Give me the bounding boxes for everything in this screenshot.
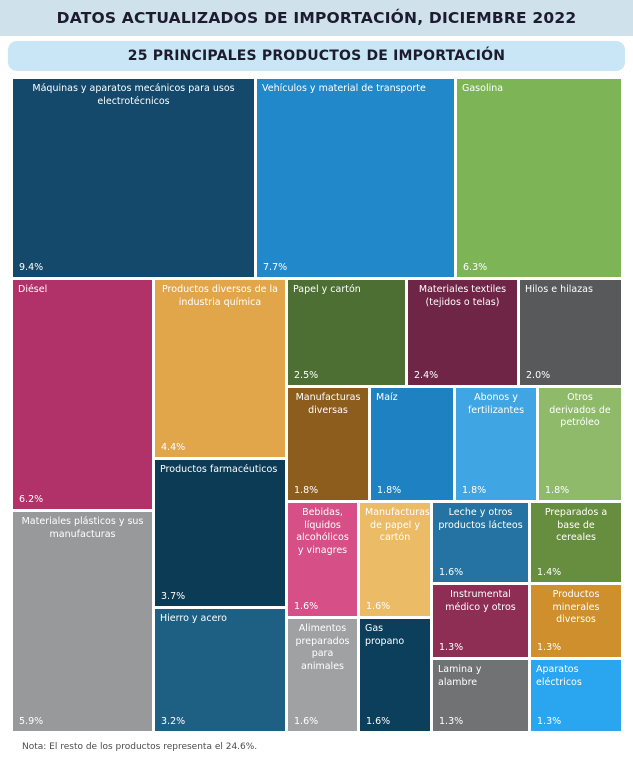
treemap-cell: Gasolina 6.3% bbox=[457, 79, 621, 277]
treemap-cell: Productos diversos de la industria quími… bbox=[155, 280, 285, 457]
cell-label: Gas propano bbox=[365, 623, 405, 647]
treemap-cell: Manufacturas diversas 1.8% bbox=[288, 388, 368, 500]
cell-label: Hierro y acero bbox=[160, 613, 227, 624]
cell-label: Productos diversos de la industria quími… bbox=[162, 284, 278, 308]
cell-label: Hilos e hilazas bbox=[525, 284, 593, 295]
cell-value: 1.3% bbox=[439, 716, 464, 727]
footnote: Nota: El resto de los productos represen… bbox=[22, 742, 258, 752]
cell-value: 3.2% bbox=[161, 716, 186, 727]
treemap-cell: Aparatos eléctricos 1.3% bbox=[531, 660, 621, 731]
treemap-cell: Hilos e hilazas 2.0% bbox=[520, 280, 621, 385]
cell-value: 7.7% bbox=[263, 262, 288, 273]
cell-value: 1.8% bbox=[462, 485, 487, 496]
cell-label: Aparatos eléctricos bbox=[536, 664, 582, 688]
treemap-cell: Materiales textiles (tejidos o telas) 2.4… bbox=[408, 280, 517, 385]
cell-label: Manufacturas diversas bbox=[295, 392, 361, 416]
treemap-cell: Manufacturas de papel y cartón 1.6% bbox=[360, 503, 430, 616]
cell-label: Leche y otros productos lácteos bbox=[438, 507, 523, 531]
cell-label: Manufacturas de papel y cartón bbox=[365, 507, 430, 544]
cell-value: 1.4% bbox=[537, 567, 562, 578]
treemap-cell: Alimentos preparados para animales 1.6% bbox=[288, 619, 357, 731]
cell-value: 1.6% bbox=[294, 601, 319, 612]
cell-label: Abonos y fertilizantes bbox=[467, 392, 525, 416]
cell-label: Máquinas y aparatos mecánicos para usos … bbox=[32, 83, 235, 107]
cell-value: 1.3% bbox=[537, 716, 562, 727]
subtitle-banner: 25 PRINCIPALES PRODUCTOS DE IMPORTACIÓN bbox=[8, 41, 625, 71]
cell-value: 1.8% bbox=[545, 485, 570, 496]
cell-value: 1.8% bbox=[377, 485, 402, 496]
treemap-cell: Otros derivados de petróleo 1.8% bbox=[539, 388, 621, 500]
cell-label: Maíz bbox=[376, 392, 398, 403]
cell-label: Vehículos y material de transporte bbox=[262, 83, 426, 94]
treemap-cell: Hierro y acero 3.2% bbox=[155, 609, 285, 731]
cell-value: 1.8% bbox=[294, 485, 319, 496]
treemap-cell: Maíz 1.8% bbox=[371, 388, 453, 500]
cell-value: 1.6% bbox=[366, 716, 391, 727]
treemap-cell: Vehículos y material de transporte 7.7% bbox=[257, 79, 454, 277]
cell-value: 2.5% bbox=[294, 370, 319, 381]
treemap-cell: Materiales plásticos y sus manufacturas 5… bbox=[13, 512, 152, 731]
cell-label: Productos minerales diversos bbox=[552, 589, 600, 626]
treemap-cell: Abonos y fertilizantes 1.8% bbox=[456, 388, 536, 500]
title-banner: DATOS ACTUALIZADOS DE IMPORTACIÓN, DICIE… bbox=[0, 0, 633, 36]
cell-value: 1.6% bbox=[439, 567, 464, 578]
cell-value: 4.4% bbox=[161, 442, 186, 453]
cell-value: 1.6% bbox=[294, 716, 319, 727]
cell-label: Papel y cartón bbox=[293, 284, 361, 295]
cell-value: 2.0% bbox=[526, 370, 551, 381]
cell-label: Diésel bbox=[18, 284, 48, 295]
treemap-cell: Productos minerales diversos 1.3% bbox=[531, 585, 621, 657]
cell-label: Gasolina bbox=[462, 83, 504, 94]
cell-label: Alimentos preparados para animales bbox=[295, 623, 350, 672]
treemap-cell: Gas propano 1.6% bbox=[360, 619, 430, 731]
cell-label: Lamina y alambre bbox=[438, 664, 482, 688]
cell-value: 1.3% bbox=[537, 642, 562, 653]
cell-label: Materiales textiles (tejidos o telas) bbox=[418, 284, 507, 308]
cell-value: 6.2% bbox=[19, 494, 44, 505]
cell-value: 9.4% bbox=[19, 262, 44, 273]
cell-value: 6.3% bbox=[463, 262, 488, 273]
cell-label: Bebidas, líquidos alcohólicos y vinagres bbox=[296, 507, 349, 556]
treemap-cell: Leche y otros productos lácteos 1.6% bbox=[433, 503, 528, 582]
cell-label: Instrumental médico y otros bbox=[445, 589, 516, 613]
treemap-cell: Bebidas, líquidos alcohólicos y vinagres… bbox=[288, 503, 357, 616]
treemap-cell: Máquinas y aparatos mecánicos para usos … bbox=[13, 79, 254, 277]
cell-value: 1.6% bbox=[366, 601, 391, 612]
cell-label: Preparados a base de cereales bbox=[544, 507, 608, 544]
cell-value: 2.4% bbox=[414, 370, 439, 381]
treemap-cell: Productos farmacéuticos 3.7% bbox=[155, 460, 285, 606]
page-subtitle: 25 PRINCIPALES PRODUCTOS DE IMPORTACIÓN bbox=[127, 48, 506, 64]
cell-label: Materiales plásticos y sus manufacturas bbox=[21, 516, 144, 540]
treemap: Máquinas y aparatos mecánicos para usos … bbox=[13, 79, 621, 732]
page-title: DATOS ACTUALIZADOS DE IMPORTACIÓN, DICIE… bbox=[56, 9, 577, 27]
cell-value: 3.7% bbox=[161, 591, 186, 602]
cell-label: Otros derivados de petróleo bbox=[549, 392, 611, 429]
treemap-cell: Preparados a base de cereales 1.4% bbox=[531, 503, 621, 582]
treemap-cell: Diésel 6.2% bbox=[13, 280, 152, 509]
treemap-cell: Lamina y alambre 1.3% bbox=[433, 660, 528, 731]
cell-label: Productos farmacéuticos bbox=[160, 464, 278, 475]
treemap-cell: Instrumental médico y otros 1.3% bbox=[433, 585, 528, 657]
treemap-cell: Papel y cartón 2.5% bbox=[288, 280, 405, 385]
cell-value: 1.3% bbox=[439, 642, 464, 653]
cell-value: 5.9% bbox=[19, 716, 44, 727]
